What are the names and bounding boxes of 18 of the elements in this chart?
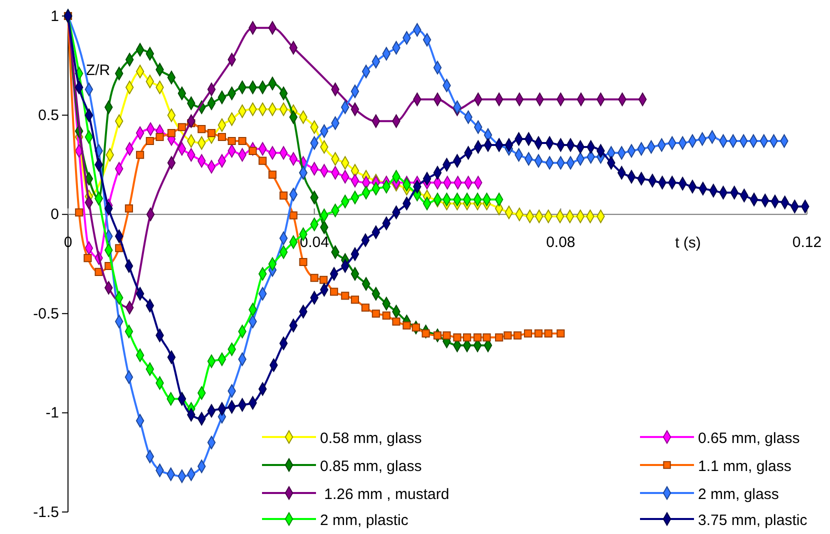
y-tick-label: -1.5 (33, 504, 59, 521)
x-axis-title: t (s) (675, 234, 701, 252)
y-axis-title: Z/R (86, 62, 110, 79)
y-tick-label: 0.5 (38, 107, 59, 124)
y-tick-label: -1 (46, 404, 59, 422)
y-tick-label: -0.5 (33, 305, 59, 322)
x-tick-label: 0.12 (792, 234, 822, 252)
x-tick-label: 0.08 (546, 234, 576, 252)
legend-label: 2 mm, glass (698, 486, 779, 503)
legend-label: 1.26 mm , mustard (320, 486, 450, 503)
y-tick-label: 0 (50, 206, 59, 224)
legend-label: 1.1 mm, glass (698, 458, 792, 475)
legend-label: 2 mm, plastic (320, 512, 409, 529)
legend-label: 0.85 mm, glass (320, 458, 422, 475)
legend-label: 0.65 mm, glass (698, 430, 800, 447)
legend-label: 3.75 mm, plastic (698, 512, 808, 529)
legend-label: 0.58 mm, glass (320, 430, 422, 447)
y-tick-label: 1 (50, 8, 59, 25)
